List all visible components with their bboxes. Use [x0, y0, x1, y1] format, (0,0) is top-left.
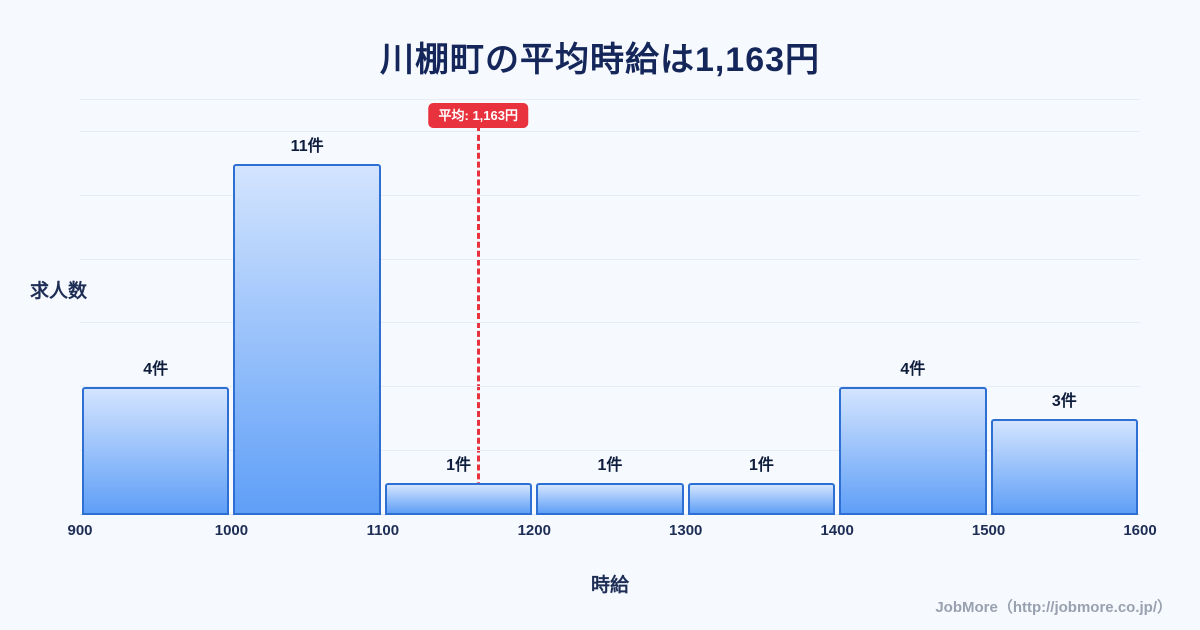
gridline: [80, 99, 1140, 100]
chart-title: 川棚町の平均時給は1,163円: [379, 41, 821, 79]
x-tick-label: 1300: [669, 522, 703, 539]
x-tick-label: 1600: [1123, 522, 1157, 539]
average-badge: 平均: 1,163円: [428, 103, 528, 128]
histogram-bar-1300-1400: [687, 483, 836, 515]
gridline: [80, 450, 1140, 452]
footer-credit: JobMore（http://jobmore.co.jp/）: [935, 599, 1172, 616]
histogram-bar-1100-1200: [384, 483, 533, 515]
gridline: [80, 322, 1140, 324]
x-axis-ticks: 900 1000 1100 1200 1300 1400 1500 1600: [67, 522, 1156, 544]
x-tick-label: 1400: [820, 522, 854, 539]
x-axis-label: 時給: [590, 575, 629, 596]
average-line: [476, 126, 480, 515]
bar-value-label: 4件: [900, 361, 926, 379]
bar-value-label: 3件: [1051, 393, 1077, 411]
bar-value-label: 1件: [748, 457, 774, 475]
bar-value-label: 4件: [143, 361, 169, 379]
bar-value-label: 1件: [597, 457, 623, 475]
histogram-bar-900-1000: [82, 387, 230, 515]
x-tick-label: 1200: [517, 522, 551, 539]
bar-value-label: 11件: [290, 137, 324, 155]
y-axis-label: 求人数: [30, 281, 88, 302]
histogram-bar-1500-1600: [990, 419, 1138, 515]
x-tick-label: 1000: [214, 522, 249, 539]
histogram-bar-1400-1500: [839, 387, 987, 515]
histogram-bar-1200-1300: [536, 483, 684, 515]
x-tick-label: 1100: [366, 522, 400, 539]
x-tick-label: 900: [67, 522, 93, 539]
gridline: [80, 194, 1140, 196]
gridline: [80, 386, 1140, 388]
gridline: [80, 130, 1140, 132]
histogram-bar-1000-1100: [233, 163, 381, 515]
bar-value-label: 1件: [446, 457, 471, 475]
gridline: [80, 258, 1140, 260]
plot-area: 平均: 1,163円 4件 11件 1件 1件 1件 4件 3件: [80, 99, 1140, 515]
x-tick-label: 1500: [971, 522, 1006, 539]
